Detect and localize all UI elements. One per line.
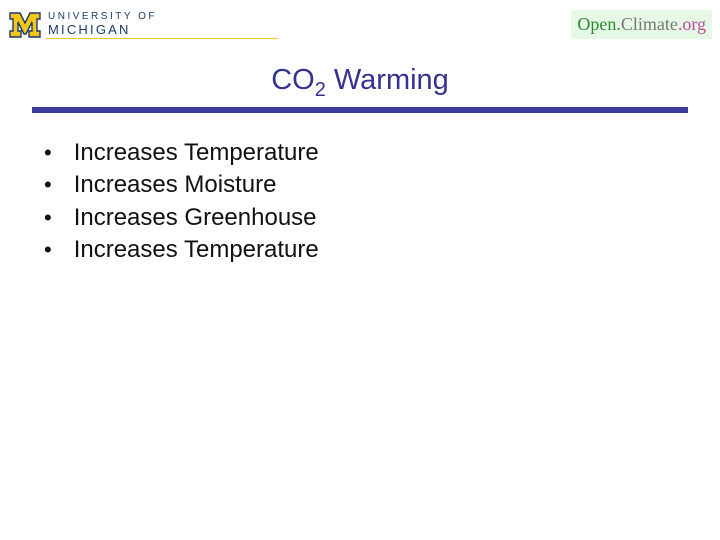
title-sub: 2 bbox=[315, 79, 326, 101]
bullet-text: Increases Greenhouse bbox=[74, 202, 317, 234]
oc-climate: Climate bbox=[621, 14, 678, 34]
header-bar: UNIVERSITY OF MICHIGAN Open.Climate.org bbox=[0, 0, 720, 46]
um-underline bbox=[46, 38, 278, 39]
list-item: Increases Temperature bbox=[44, 137, 720, 169]
slide-title: CO2 Warming bbox=[271, 64, 449, 97]
title-divider bbox=[32, 107, 688, 113]
bullet-text: Increases Temperature bbox=[74, 234, 319, 266]
um-logo: UNIVERSITY OF MICHIGAN bbox=[8, 7, 157, 41]
list-item: Increases Greenhouse bbox=[44, 202, 720, 234]
oc-open: Open. bbox=[577, 14, 621, 34]
um-wordmark: UNIVERSITY OF MICHIGAN bbox=[48, 12, 157, 36]
list-item: Increases Temperature bbox=[44, 234, 720, 266]
um-line2: MICHIGAN bbox=[48, 23, 157, 36]
title-pre: CO bbox=[271, 64, 315, 96]
oc-org: .org bbox=[678, 14, 706, 34]
block-m-icon bbox=[8, 7, 42, 41]
openclimate-logo: Open.Climate.org bbox=[571, 10, 712, 39]
um-line1: UNIVERSITY OF bbox=[48, 12, 157, 22]
title-wrap: CO2 Warming bbox=[0, 64, 720, 97]
list-item: Increases Moisture bbox=[44, 169, 720, 201]
bullet-text: Increases Temperature bbox=[74, 137, 319, 169]
bullet-text: Increases Moisture bbox=[74, 169, 277, 201]
bullet-list: Increases Temperature Increases Moisture… bbox=[44, 137, 720, 267]
title-post: Warming bbox=[326, 64, 449, 96]
